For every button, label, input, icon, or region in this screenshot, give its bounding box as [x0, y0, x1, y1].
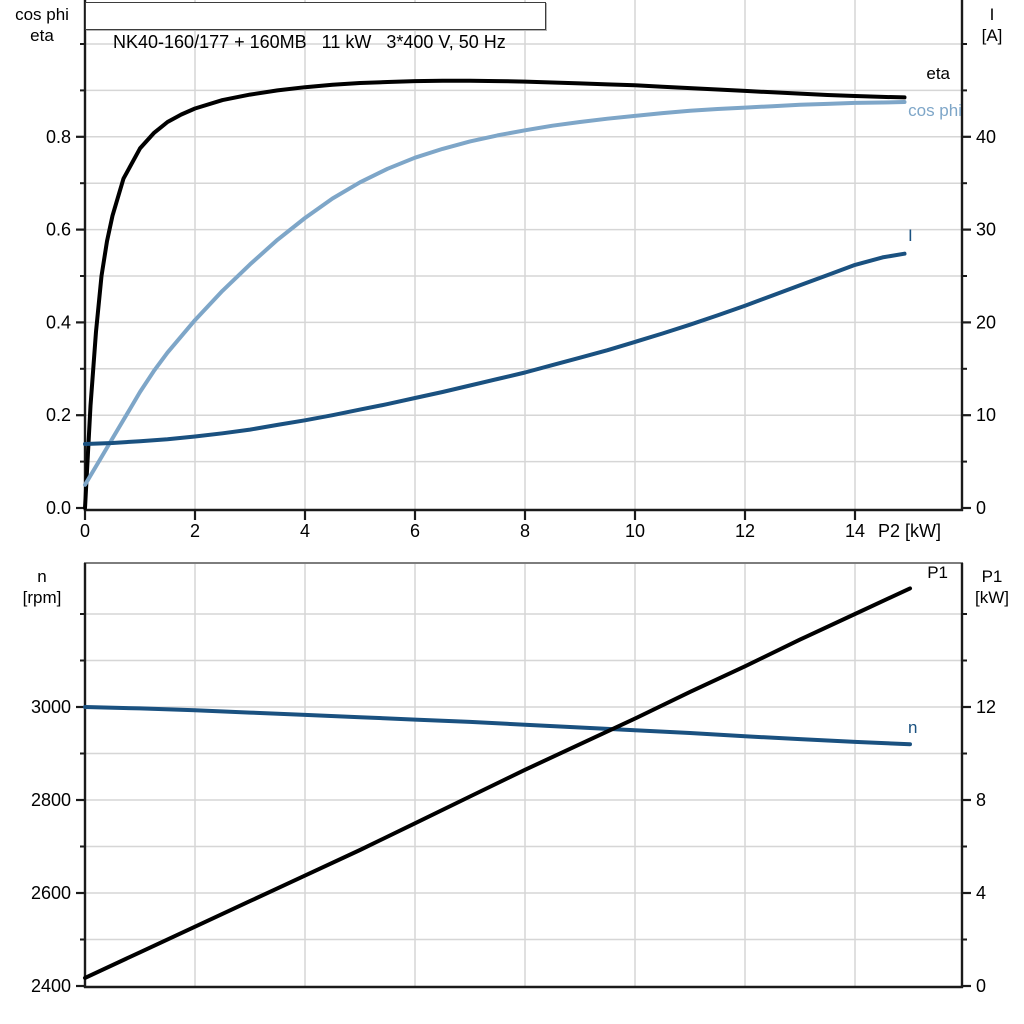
- right-axis-tick-label: 0: [976, 976, 986, 996]
- x-axis-tick-label: 12: [735, 521, 755, 541]
- p1-axis-title: P1: [981, 567, 1003, 586]
- bottom-chart-left-axis-title: n [rpm]: [2, 566, 82, 608]
- right-axis-tick-label: 10: [976, 405, 996, 425]
- n-curve-label: n: [908, 718, 918, 737]
- x-axis-tick-label: 4: [300, 521, 310, 541]
- right-axis-tick-label: 0: [976, 498, 986, 518]
- right-axis-tick-label: 40: [976, 127, 996, 147]
- current-curve-label: I: [908, 226, 913, 245]
- left-axis-tick-label: 0.2: [46, 405, 71, 425]
- input-power-curve: [83, 586, 912, 980]
- left-axis-tick-label: 0.4: [46, 312, 71, 332]
- current-axis-unit: [A]: [981, 26, 1003, 45]
- left-axis-tick-label: 2400: [31, 976, 71, 996]
- current-curve: [83, 251, 907, 446]
- x-axis-tick-label: 6: [410, 521, 420, 541]
- right-axis-tick-label: 12: [976, 697, 996, 717]
- right-axis-tick-label: 30: [976, 220, 996, 240]
- x-axis-tick-label: 8: [520, 521, 530, 541]
- left-axis-tick-label: 0.8: [46, 127, 71, 147]
- right-axis-tick-label: 4: [976, 883, 986, 903]
- p1-curve-label: P1: [927, 563, 948, 582]
- eta-curve: [83, 78, 907, 510]
- speed-axis-unit: [rpm]: [22, 588, 62, 607]
- chart-title: NK40-160/177 + 160MB 11 kW 3*400 V, 50 H…: [113, 32, 506, 52]
- left-axis-tick-label: 3000: [31, 697, 71, 717]
- x-axis-title: P2 [kW]: [878, 521, 941, 541]
- cos-phi-axis-title: cos phi: [15, 5, 69, 24]
- speed-axis-title: n: [37, 567, 47, 586]
- x-axis-tick-label: 2: [190, 521, 200, 541]
- p1-axis-unit: [kW]: [975, 588, 1009, 607]
- speed-curve: [83, 705, 912, 747]
- bottom-chart-right-axis-title: P1 [kW]: [963, 566, 1021, 608]
- x-axis-tick-label: 10: [625, 521, 645, 541]
- x-axis-tick-label: 0: [80, 521, 90, 541]
- x-axis-tick-label: 14: [845, 521, 865, 541]
- current-axis-title: I: [989, 5, 995, 24]
- left-axis-tick-label: 2600: [31, 883, 71, 903]
- right-axis-tick-label: 8: [976, 790, 986, 810]
- top-chart-right-axis-title: I [A]: [963, 4, 1021, 46]
- top-chart-left-axis-title: cos phi eta: [2, 4, 82, 46]
- left-axis-tick-label: 0.6: [46, 220, 71, 240]
- cos-phi-curve: [83, 100, 907, 487]
- right-axis-tick-label: 20: [976, 312, 996, 332]
- cos-phi-curve-label: cos phi: [908, 101, 962, 120]
- left-axis-tick-label: 2800: [31, 790, 71, 810]
- eta-curve-label: eta: [926, 64, 950, 83]
- eta-axis-title: eta: [30, 26, 54, 45]
- left-axis-tick-label: 0.0: [46, 498, 71, 518]
- chart-title-box: NK40-160/177 + 160MB 11 kW 3*400 V, 50 H…: [85, 2, 546, 52]
